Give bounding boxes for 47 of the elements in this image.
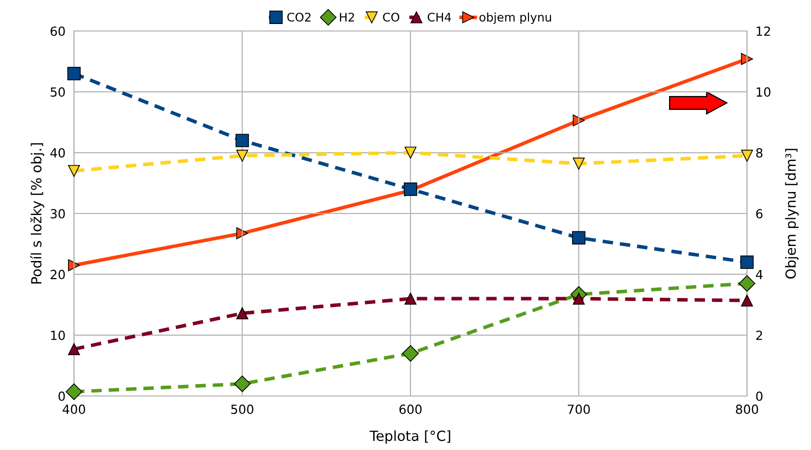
y-tick-label: 30 [50,208,65,218]
y2-tick-label: 12 [756,26,770,36]
point [738,275,756,292]
y2-tick-label: 6 [756,208,762,218]
x-tick-label: 600 [399,404,422,414]
point [68,164,80,177]
y-tick-label: 20 [50,270,65,280]
point [741,53,753,65]
point [404,146,416,159]
legend-label: CH4 [428,12,452,22]
y2-tick-label: 4 [756,270,763,280]
point [572,231,586,245]
point [236,150,248,162]
legend-label: H2 [340,12,354,22]
y2-axis-title: Objem plynu [dm³] [785,148,799,279]
y-tick-label: 40 [50,148,65,158]
point [572,292,585,305]
point [402,345,419,362]
y2-tick-label: 2 [756,330,762,340]
point [68,343,80,356]
legend-label: CO2 [287,12,310,22]
legend-label: objem plynu [479,12,552,24]
y-tick-label: 60 [50,26,65,36]
legend-label: CO [383,12,400,22]
point [741,294,753,306]
point [236,307,248,320]
x-tick-label: 800 [736,404,758,414]
x-tick-label: 500 [231,404,254,414]
point [741,150,753,162]
point [572,158,585,170]
y2-tick-label: 0 [756,391,762,401]
y-axis-title: Podíl s ložky [% obj.] [30,143,44,284]
point [67,66,81,80]
point [234,376,251,392]
point [236,134,249,148]
y-tick-label: 0 [58,391,65,401]
point [404,292,416,305]
y-tick-label: 10 [51,330,65,340]
x-tick-label: 700 [568,404,590,414]
x-tick-label: 400 [62,404,86,414]
y2-tick-label: 8 [756,148,762,158]
point [68,259,80,272]
y2-tick-label: 10 [756,87,770,97]
point [740,255,754,269]
x-axis-title: Teplota [°C] [370,430,450,444]
y-tick-label: 50 [50,87,65,97]
point [66,383,82,400]
